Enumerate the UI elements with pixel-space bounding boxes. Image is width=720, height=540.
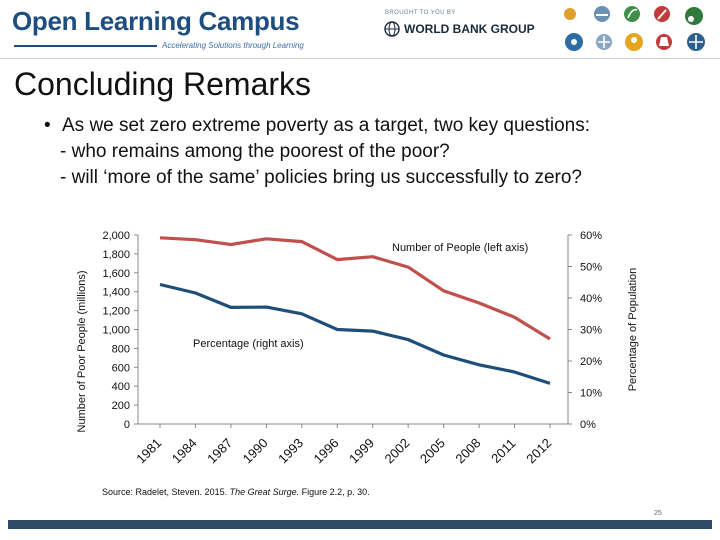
bullet-block: • As we set zero extreme poverty as a tar… bbox=[44, 113, 590, 191]
series-line-0 bbox=[159, 236, 551, 341]
x-tick-label: 1990 bbox=[240, 435, 271, 466]
gear-icon bbox=[565, 33, 583, 51]
y-tick-label-left: 0 bbox=[124, 419, 130, 431]
x-tick-label: 2011 bbox=[488, 436, 518, 466]
y-axis-title-right: Percentage of Population bbox=[627, 268, 639, 392]
source-suffix: Figure 2.2, p. 30. bbox=[299, 487, 370, 497]
y-tick-label-right: 50% bbox=[580, 262, 602, 274]
world-bank-name: WORLD BANK GROUP bbox=[404, 22, 535, 36]
y-tick-label-left: 1,000 bbox=[102, 325, 130, 337]
brought-by-label: BROUGHT TO YOU BY bbox=[385, 10, 456, 16]
x-tick-label: 1981 bbox=[133, 435, 164, 466]
handshake-icon bbox=[594, 6, 610, 22]
windmill-icon bbox=[687, 33, 705, 51]
x-tick-label: 2005 bbox=[417, 435, 448, 466]
header-banner: Open Learning Campus Accelerating Soluti… bbox=[0, 0, 720, 59]
bullet-dot: • bbox=[44, 115, 51, 136]
bulb-icon bbox=[625, 33, 643, 51]
brand-rule bbox=[14, 45, 157, 47]
y-tick-label-left: 400 bbox=[112, 381, 130, 393]
y-tick-label-right: 40% bbox=[580, 293, 602, 305]
series-label-number: Number of People (left axis) bbox=[392, 242, 528, 254]
source-book: The Great Surge. bbox=[229, 487, 300, 497]
y-tick-label-left: 1,200 bbox=[102, 306, 130, 318]
x-tick-label: 2012 bbox=[523, 435, 554, 466]
flask-icon bbox=[656, 34, 672, 50]
sub-question-1: - who remains among the poorest of the p… bbox=[60, 141, 450, 162]
bullet-item: • As we set zero extreme poverty as a tar… bbox=[44, 113, 590, 139]
footer-bar bbox=[8, 520, 712, 529]
poverty-line-chart: 0 200 400 600 800 1,000 1,200 1,400 1,600 1,800 2,… bbox=[76, 230, 639, 466]
y-tick-label-left: 600 bbox=[112, 362, 130, 374]
y-tick-label-left: 800 bbox=[112, 343, 130, 355]
source-prefix: Source: Radelet, Steven. 2015. bbox=[102, 487, 230, 497]
slide-title: Concluding Remarks bbox=[14, 66, 312, 102]
world-bank-logo: WORLD BANK GROUP bbox=[384, 21, 535, 37]
y-axis-title-left: Number of Poor People (millions) bbox=[76, 270, 88, 432]
page-number: 25 bbox=[654, 510, 662, 517]
series-line-1 bbox=[159, 282, 551, 385]
pencil-icon bbox=[654, 6, 670, 22]
y-tick-label-right: 60% bbox=[580, 230, 602, 242]
x-tick-label: 1999 bbox=[346, 435, 377, 466]
y-tick-label-left: 200 bbox=[112, 400, 130, 412]
y-tick-label-right: 10% bbox=[580, 388, 602, 400]
y-tick-label-right: 30% bbox=[580, 325, 602, 337]
y-tick-label-left: 2,000 bbox=[102, 230, 130, 242]
brand-title: Open Learning Campus bbox=[12, 6, 300, 36]
y-tick-label-left: 1,800 bbox=[102, 249, 130, 261]
y-tick-label-left: 1,600 bbox=[102, 268, 130, 280]
scale-icon bbox=[596, 34, 612, 50]
brand-tagline: Accelerating Solutions through Learning bbox=[162, 41, 304, 50]
bullet-text: As we set zero extreme poverty as a targ… bbox=[62, 115, 591, 136]
x-tick-label: 1993 bbox=[275, 435, 306, 466]
y-tick-label-right: 0% bbox=[580, 419, 596, 431]
sun-icon bbox=[564, 8, 576, 20]
source-note: Source: Radelet, Steven. 2015. The Great… bbox=[102, 487, 370, 497]
sub-question-2: - will ‘more of the same’ policies bring… bbox=[60, 167, 582, 188]
leaf-icon bbox=[624, 6, 640, 22]
y-tick-label-right: 20% bbox=[580, 356, 602, 368]
x-tick-label: 2002 bbox=[381, 435, 412, 466]
x-tick-label: 2008 bbox=[452, 435, 483, 466]
x-tick-label: 1984 bbox=[169, 435, 200, 466]
tractor-icon bbox=[685, 7, 703, 25]
y-tick-label-left: 1,400 bbox=[102, 287, 130, 299]
x-tick-label: 1987 bbox=[204, 435, 235, 466]
series-label-percentage: Percentage (right axis) bbox=[193, 338, 304, 350]
decorative-icons bbox=[564, 6, 705, 51]
globe-icon bbox=[384, 21, 400, 37]
x-tick-label: 1996 bbox=[311, 435, 342, 466]
